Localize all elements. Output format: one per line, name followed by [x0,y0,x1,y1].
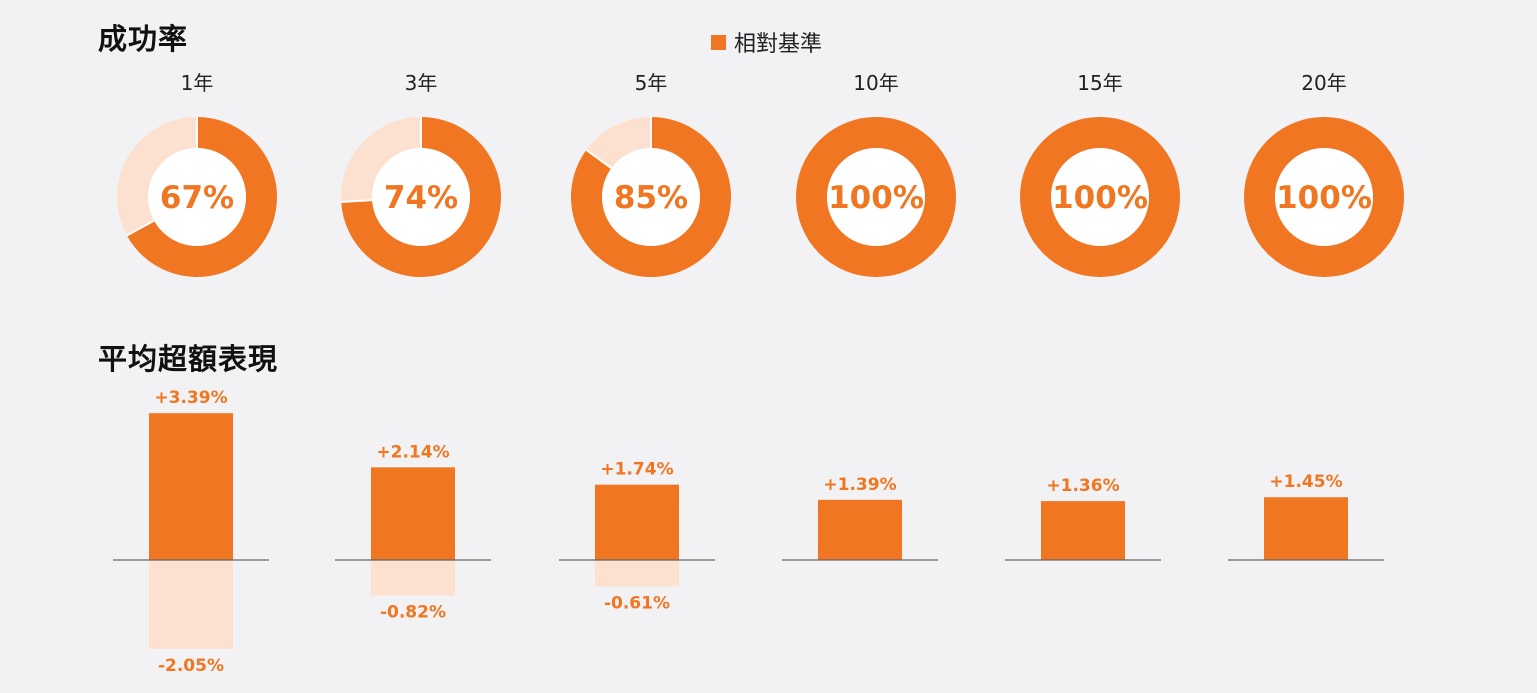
donut-value-label: 85% [614,180,688,216]
donut-hole [1275,148,1373,246]
donut-2: 74% [341,117,502,278]
donut-hole [148,148,246,246]
donut-separator [585,149,612,170]
avg-excess-title: 平均超額表現 [98,342,279,376]
donut-separator [341,199,373,204]
donut-4: 100% [796,117,956,277]
bar-positive-label: +1.39% [823,475,896,495]
success-rate-title: 成功率 [98,22,189,56]
legend-label: 相對基準 [734,32,823,57]
bar-negative-label: -2.05% [158,656,224,676]
bar-positive-label: +1.45% [1269,472,1342,492]
donut-year-label: 1年 [181,71,214,95]
bar-positive [1264,497,1348,560]
donut-year-label: 5年 [635,71,668,95]
bar-positive [149,413,233,560]
bar-negative [149,560,233,649]
bar-negative [595,560,679,587]
bar-positive [595,484,679,560]
donut-year-label: 10年 [853,71,898,95]
donut-year-label: 15年 [1077,71,1122,95]
donut-value-label: 100% [1276,180,1372,216]
donut-separator [126,219,155,237]
bar-positive-label: +2.14% [376,442,449,462]
donut-value-label: 100% [828,180,924,216]
legend-swatch [711,34,726,50]
donut-value-arc [341,117,502,278]
donut-year-label: 20年 [1301,71,1346,95]
donut-5: 100% [1020,117,1180,277]
bar-positive-label: +3.39% [154,388,227,408]
donut-value-arc [126,117,277,277]
donut-hole [827,148,925,246]
donut-hole [1051,148,1149,246]
donut-value-arc [796,117,956,277]
donut-year-label: 3年 [405,71,438,95]
bar-positive [1041,501,1125,560]
bar-negative-label: -0.82% [380,603,446,623]
bar-negative-label: -0.61% [604,593,670,613]
donut-value-arc [1244,117,1404,277]
donut-1: 67% [117,117,277,277]
donut-value-arc [1020,117,1180,277]
donut-value-arc [571,117,731,277]
success-rate-donut-charts: 1年 67% 3年 74% 5年 85% 10年 100% 15年 100% 20年 100% [117,71,1404,278]
bar-positive-label: +1.36% [1046,476,1119,496]
bar-negative [371,560,455,596]
donut-6: 100% [1244,117,1404,277]
bar-positive [371,467,455,560]
donut-value-label: 74% [384,180,458,216]
donut-value-label: 100% [1052,180,1148,216]
legend: 相對基準 [711,26,822,58]
donut-hole [602,148,700,246]
donut-3: 85% [571,117,731,277]
bar-positive-label: +1.74% [600,460,673,480]
bar-positive [818,499,902,560]
donut-hole [372,148,470,246]
donut-value-label: 67% [160,180,234,216]
